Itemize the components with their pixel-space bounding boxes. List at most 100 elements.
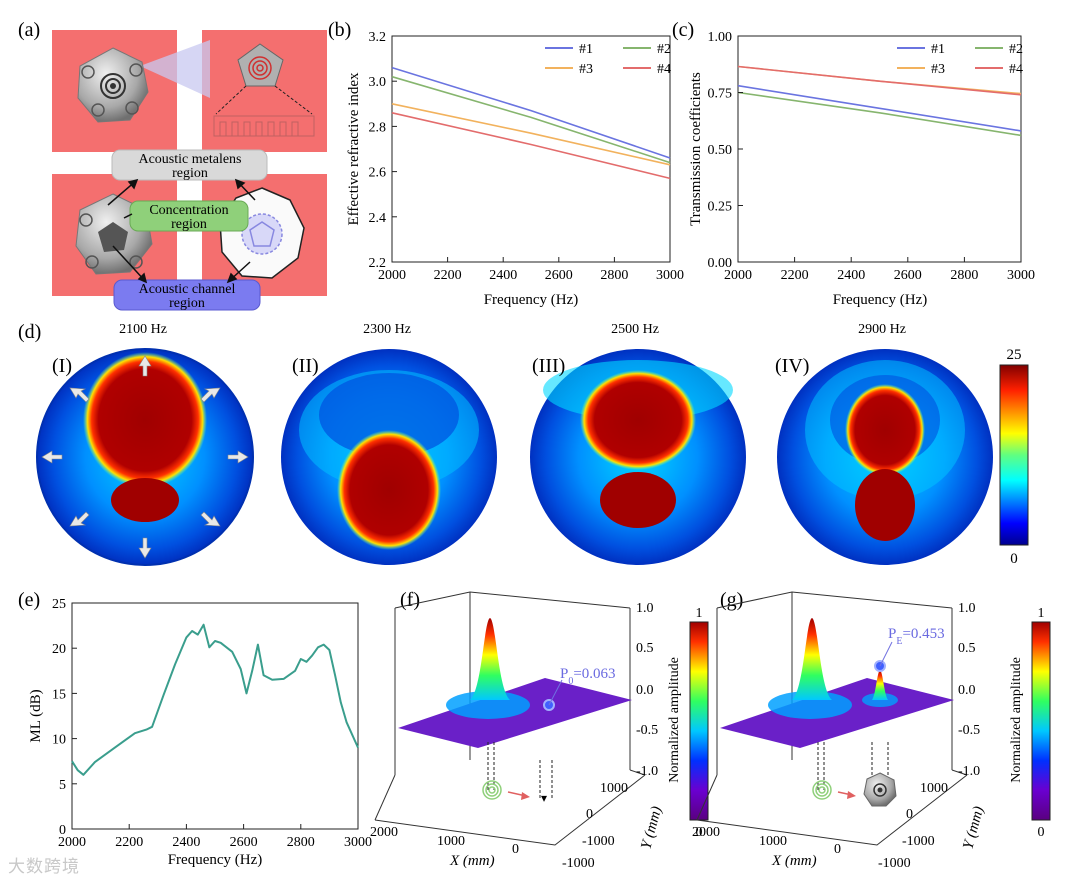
chart-b-x-ticks: 2000 2200 2400 2600 2800 3000 xyxy=(378,257,684,283)
panel-f-y-ticks: 1000 0 -1000 xyxy=(582,781,628,849)
freq-label-2300: 2300 Hz xyxy=(363,322,411,337)
panel-f-y-label: Y (mm) xyxy=(638,805,665,851)
watermark: 大数跨境 xyxy=(8,857,80,877)
chart-c-y-tick-label: 0.50 xyxy=(708,143,733,158)
panel-g-colorbar-max: 1 xyxy=(1038,606,1045,621)
chart-b-legend-label: #1 xyxy=(579,42,593,57)
panel-f-colorbar xyxy=(689,621,709,821)
panel-g-arrowhead xyxy=(847,791,856,799)
chart-b-legend-label: #2 xyxy=(657,42,671,57)
panel-g-x-tick: -1000 xyxy=(878,856,911,871)
chart-c-legend-label: #2 xyxy=(1009,42,1023,57)
panel-g-x-tick: 1000 xyxy=(759,834,787,849)
chart-b-y-tick-label: 3.0 xyxy=(369,75,387,90)
panel-a-arrows xyxy=(107,178,256,284)
chart-c-x-tick-label: 2800 xyxy=(950,268,978,283)
panel-f-z-tick: 0.5 xyxy=(636,641,654,656)
panel-letter-d: (d) xyxy=(18,321,41,343)
panel-g-y-ticks: 1000 0 -1000 xyxy=(902,781,948,849)
chart-e-ylabel: ML (dB) xyxy=(28,689,44,742)
panel-letter-e: (e) xyxy=(18,589,40,611)
panel-g-z-tick: -0.5 xyxy=(958,723,980,738)
roman-label-III: (III) xyxy=(532,355,565,377)
panel-g-base-ring xyxy=(768,691,852,719)
panel-d-colorbar-min: 0 xyxy=(1010,551,1018,567)
panel-f-z-tick: -0.5 xyxy=(636,723,658,738)
chart-c-series-group xyxy=(737,65,1022,137)
pentagon-unit-icon xyxy=(213,43,315,137)
panel-g-x-tick: 0 xyxy=(834,842,841,857)
panel-a-schematic: Acoustic metalens region Concentration r… xyxy=(52,30,327,311)
panel-f-3d-plot: P0=0.063 ▾ 1.0 0.5 0.0 -0.5 -1.0 2000 10… xyxy=(370,591,709,871)
panel-f-x-ticks: 2000 1000 0 -1000 xyxy=(370,825,595,871)
panel-f-y-tick: 1000 xyxy=(600,781,628,796)
panel-g-pe-label: PE=0.453 xyxy=(888,626,945,647)
panel-g-x-ticks: 2000 1000 0 -1000 xyxy=(692,825,911,871)
panel-g-z-ticks: 1.0 0.5 0.0 -0.5 -1.0 xyxy=(958,601,980,779)
chart-e-y-tick-label: 0 xyxy=(59,823,66,838)
panel-g-z-tick: -1.0 xyxy=(958,764,980,779)
panel-letter-b: (b) xyxy=(328,19,351,41)
panel-f-p-sub: 0 xyxy=(568,676,573,687)
chart-b-series-n3 xyxy=(391,103,671,166)
panel-f-colorbar-max: 1 xyxy=(696,606,703,621)
chart-c-legend-label: #3 xyxy=(931,62,945,77)
concentration-label-line2: region xyxy=(171,217,207,232)
metalens-region-box xyxy=(111,149,268,181)
chart-e-x-tick-label: 2800 xyxy=(287,835,315,850)
field-map-2900: (IV) xyxy=(775,349,993,565)
chart-c-x-tick-label: 2600 xyxy=(894,268,922,283)
chart-c-legend-label: #1 xyxy=(931,42,945,57)
chart-e-y-tick-label: 5 xyxy=(59,778,66,793)
chart-e-x-tick-label: 2000 xyxy=(58,835,86,850)
panel-f-p-value: =0.063 xyxy=(573,666,615,682)
chart-e-y-tick-label: 10 xyxy=(52,733,66,748)
panel-g-y-tick: -1000 xyxy=(902,834,935,849)
chart-e-x-tick-label: 3000 xyxy=(344,835,372,850)
concentration-label-line1: Concentration xyxy=(149,203,228,218)
panel-g-source-icon xyxy=(812,780,832,800)
panel-f-z-tick: 0.0 xyxy=(636,683,654,698)
chart-b-series-n2 xyxy=(391,75,671,164)
panel-f-mic-icon: ▾ xyxy=(541,791,547,805)
chart-c-x-tick-label: 2200 xyxy=(781,268,809,283)
dodecahedron-icon xyxy=(77,47,149,123)
panel-g-second-peak xyxy=(872,670,888,700)
chart-b-x-tick-label: 2600 xyxy=(545,268,573,283)
panel-g-y-label: Y (mm) xyxy=(960,805,987,851)
chart-e-x-tick-label: 2200 xyxy=(115,835,143,850)
panel-g-p-value: =0.453 xyxy=(902,626,944,642)
metalens-label-line2: region xyxy=(172,166,208,181)
chart-c-series-n1 xyxy=(737,84,1022,132)
panel-f-y-tick: 0 xyxy=(586,807,593,822)
chart-c-frame xyxy=(737,35,1022,263)
chart-c-y-tick-label: 0.00 xyxy=(708,256,733,271)
chart-e-x-tick-label: 2400 xyxy=(172,835,200,850)
chart-b-legend-label: #3 xyxy=(579,62,593,77)
panel-f-x-tick: -1000 xyxy=(562,856,595,871)
panel-f-p-letter: P xyxy=(560,666,568,682)
panel-f-z-ticks: 1.0 0.5 0.0 -0.5 -1.0 xyxy=(636,601,658,779)
chart-e-y-ticks: 0 5 10 15 20 25 xyxy=(52,597,77,838)
chart-b: 2000 2200 2400 2600 2800 3000 2.2 2.4 2.6 2.8 3.0… xyxy=(346,30,684,308)
channel-label-line1: Acoustic channel xyxy=(139,282,236,297)
panel-f-z-tick: -1.0 xyxy=(636,764,658,779)
panel-f-x-tick: 2000 xyxy=(370,825,398,840)
panel-g-z-tick: 0.0 xyxy=(958,683,976,698)
chart-c-y-tick-label: 1.00 xyxy=(708,30,733,45)
panel-letter-g: (g) xyxy=(720,589,743,611)
panel-g-colorbar-title: Normalized amplitude xyxy=(1009,657,1024,783)
chart-c-y-tick-label: 0.25 xyxy=(708,200,733,215)
panel-g-main-peak xyxy=(792,618,832,700)
panel-f-colorbar-min: 0 xyxy=(696,825,703,840)
chart-b-x-tick-label: 2000 xyxy=(378,268,406,283)
panel-g-p-letter: P xyxy=(888,626,896,642)
roman-label-I: (I) xyxy=(52,355,72,377)
chart-c-x-tick-label: 3000 xyxy=(1007,268,1035,283)
panel-g-colorbar-min: 0 xyxy=(1038,825,1045,840)
panel-f-x-label: X (mm) xyxy=(449,853,495,869)
chart-e-xlabel: Frequency (Hz) xyxy=(168,852,263,868)
panel-g-y-tick: 1000 xyxy=(920,781,948,796)
panel-g-p-sub: E xyxy=(896,636,902,647)
panel-f-colorbar-title: Normalized amplitude xyxy=(667,657,682,783)
